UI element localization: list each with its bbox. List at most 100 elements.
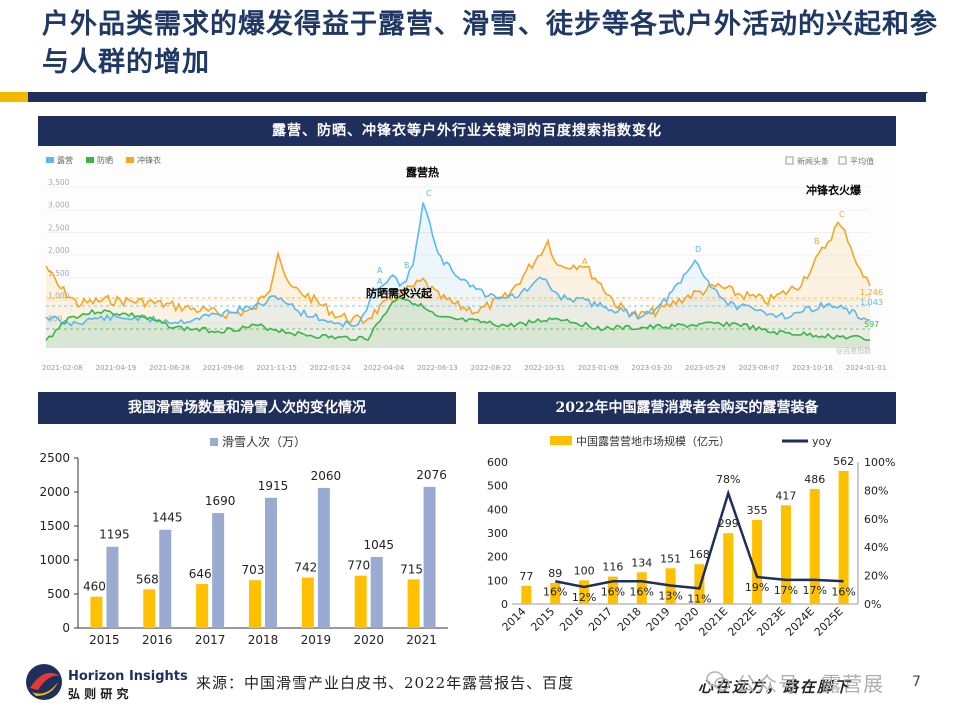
ski-bar-label-resorts: 460 <box>83 580 106 594</box>
ski-x-tick: 2021 <box>406 633 437 647</box>
yoy-label: 16% <box>601 585 625 598</box>
motto-text: 心在远方，路在脚下 <box>698 678 852 696</box>
ski-bar-label-visits: 1045 <box>363 538 394 552</box>
ski-bar-resorts <box>249 580 261 628</box>
title-accent-bar <box>0 92 28 102</box>
ski-chart-header: 我国滑雪场数量和滑雪人次的变化情况 <box>38 392 456 424</box>
wechat-icon <box>706 671 730 691</box>
page-number: 7 <box>912 674 921 690</box>
camp-bar <box>550 582 561 604</box>
yoy-label: 13% <box>658 590 682 603</box>
ski-bar-label-resorts: 770 <box>347 559 370 573</box>
baidu-index-chart: 露营 防晒 冲锋衣 新闻头条 平均值 3,500 3,000 2,500 2,000 1… <box>38 146 896 380</box>
marker-jacket-b: B <box>814 237 820 246</box>
camping-chart: 中国露营营地市场规模（亿元） yoy 0 100 200 300 400 500 600 0%… <box>487 434 895 639</box>
camp-y2-tick: 80% <box>864 484 888 497</box>
camp-x-tick: 2017 <box>586 605 615 634</box>
ski-bar-visits <box>212 513 225 628</box>
baidu-toggles[interactable]: 新闻头条 平均值 <box>785 156 874 166</box>
ski-bar-visits <box>423 486 436 628</box>
camp-y-tick: 200 <box>487 551 508 564</box>
yoy-label: 12% <box>572 591 596 604</box>
title-divider-bar <box>28 92 926 102</box>
legend-sunscreen: 防晒 <box>97 155 113 165</box>
camp-bar <box>521 585 532 604</box>
camp-bar <box>607 576 618 604</box>
jacket-area <box>46 222 870 348</box>
ski-bar-visits <box>370 556 383 628</box>
baidu-x-tick: 2023-08-07 <box>739 364 780 372</box>
camp-y-tick: 0 <box>501 598 508 611</box>
ski-bar-label-resorts: 742 <box>294 561 317 575</box>
camp-y2-tick: 60% <box>864 513 888 526</box>
camp-bar-label: 77 <box>519 570 533 583</box>
camp-bar <box>636 572 647 604</box>
ski-y-tick: 1000 <box>39 553 70 567</box>
baidu-x-tick: 2022-06-13 <box>417 364 458 372</box>
logo-swoosh-icon <box>30 672 60 690</box>
legend-swatch-jacket <box>126 157 134 163</box>
ski-bar-resorts <box>196 584 209 628</box>
camp-bar-label: 134 <box>631 556 652 569</box>
yoy-label: 78% <box>716 473 740 486</box>
news-toggle-checkbox[interactable] <box>785 156 794 165</box>
camp-y2-tick: 100% <box>864 456 895 469</box>
ski-x-tick: 2016 <box>142 633 173 647</box>
baidu-x-tick: 2024-01-01 <box>846 364 887 372</box>
yoy-label: 17% <box>803 584 827 597</box>
title-divider-tail <box>918 92 928 102</box>
ski-chart: 滑雪人次（万） 0 500 1000 1500 2000 2500 2015 2016 2017… <box>39 435 448 647</box>
baidu-x-tick: 2022-08-22 <box>471 364 512 372</box>
ski-bar-label-visits: 1915 <box>258 479 289 493</box>
yoy-label: 16% <box>543 585 567 598</box>
camp-bar-label: 486 <box>804 473 825 486</box>
marker-camping-a2: A <box>377 277 383 286</box>
camp-y-tick: 100 <box>487 574 508 587</box>
baidu-y-tick: 2,000 <box>48 246 70 255</box>
camp-legend-bar-swatch <box>550 436 572 445</box>
logo-swoosh-gold-icon <box>32 682 58 696</box>
ski-bar-label-visits: 1445 <box>152 511 183 525</box>
camp-x-tick: 2022E <box>725 605 759 639</box>
baidu-x-tick: 2021-02-08 <box>42 364 83 372</box>
average-toggle-checkbox[interactable] <box>838 156 847 165</box>
news-toggle-label[interactable]: 新闻头条 <box>797 156 829 166</box>
camp-bar <box>752 519 763 604</box>
baidu-x-tick: 2023-05-29 <box>685 364 726 372</box>
baidu-x-tick: 2022-10-31 <box>524 364 565 372</box>
jacket-series-line <box>45 221 871 325</box>
camp-legend-bar-label: 中国露营营地市场规模（亿元） <box>576 434 730 448</box>
marker-camping-b: B <box>404 261 410 270</box>
baidu-x-tick: 2021-09-06 <box>203 364 244 372</box>
ski-bar-resorts <box>407 579 420 628</box>
yoy-label: 16% <box>831 585 855 598</box>
ski-bar-resorts <box>354 575 367 628</box>
baidu-y-tick: 1,500 <box>48 269 70 278</box>
baidu-watermark: @百度指数 <box>836 346 871 355</box>
camp-bar-label: 562 <box>833 455 854 468</box>
camp-bar-label: 355 <box>747 504 768 517</box>
marker-camping-c: C <box>426 189 432 198</box>
camp-bar-label: 417 <box>775 489 796 502</box>
avg-label-camping: 1,043 <box>860 298 883 307</box>
ski-bar-resorts <box>301 577 314 628</box>
camp-x-tick: 2021E <box>696 605 730 639</box>
marker-jacket-a: A <box>582 257 588 266</box>
ski-y-tick: 1500 <box>39 519 70 533</box>
ski-bar-label-resorts: 646 <box>189 567 212 581</box>
ski-bar-label-resorts: 715 <box>400 562 423 576</box>
yoy-label: 11% <box>687 592 711 605</box>
camping-chart-header: 2022年中国露营消费者会购买的露营装备 <box>478 392 896 424</box>
baidu-index-header: 露营、防晒、冲锋衣等户外行业关键词的百度搜索指数变化 <box>38 116 896 146</box>
yoy-label: 17% <box>774 584 798 597</box>
baidu-y-tick: 3,000 <box>48 201 70 210</box>
annotation-sunscreen-rise: 防晒需求兴起 <box>366 286 433 300</box>
camp-legend-line-label: yoy <box>812 435 832 448</box>
ski-x-tick: 2018 <box>248 633 279 647</box>
ski-x-tick: 2015 <box>89 633 120 647</box>
camp-x-tick: 2016 <box>557 605 586 634</box>
average-toggle-label[interactable]: 平均值 <box>850 156 874 166</box>
camp-y-tick: 500 <box>487 480 508 493</box>
baidu-x-tick: 2023-03-20 <box>631 364 672 372</box>
ski-legend-swatch <box>210 438 218 446</box>
